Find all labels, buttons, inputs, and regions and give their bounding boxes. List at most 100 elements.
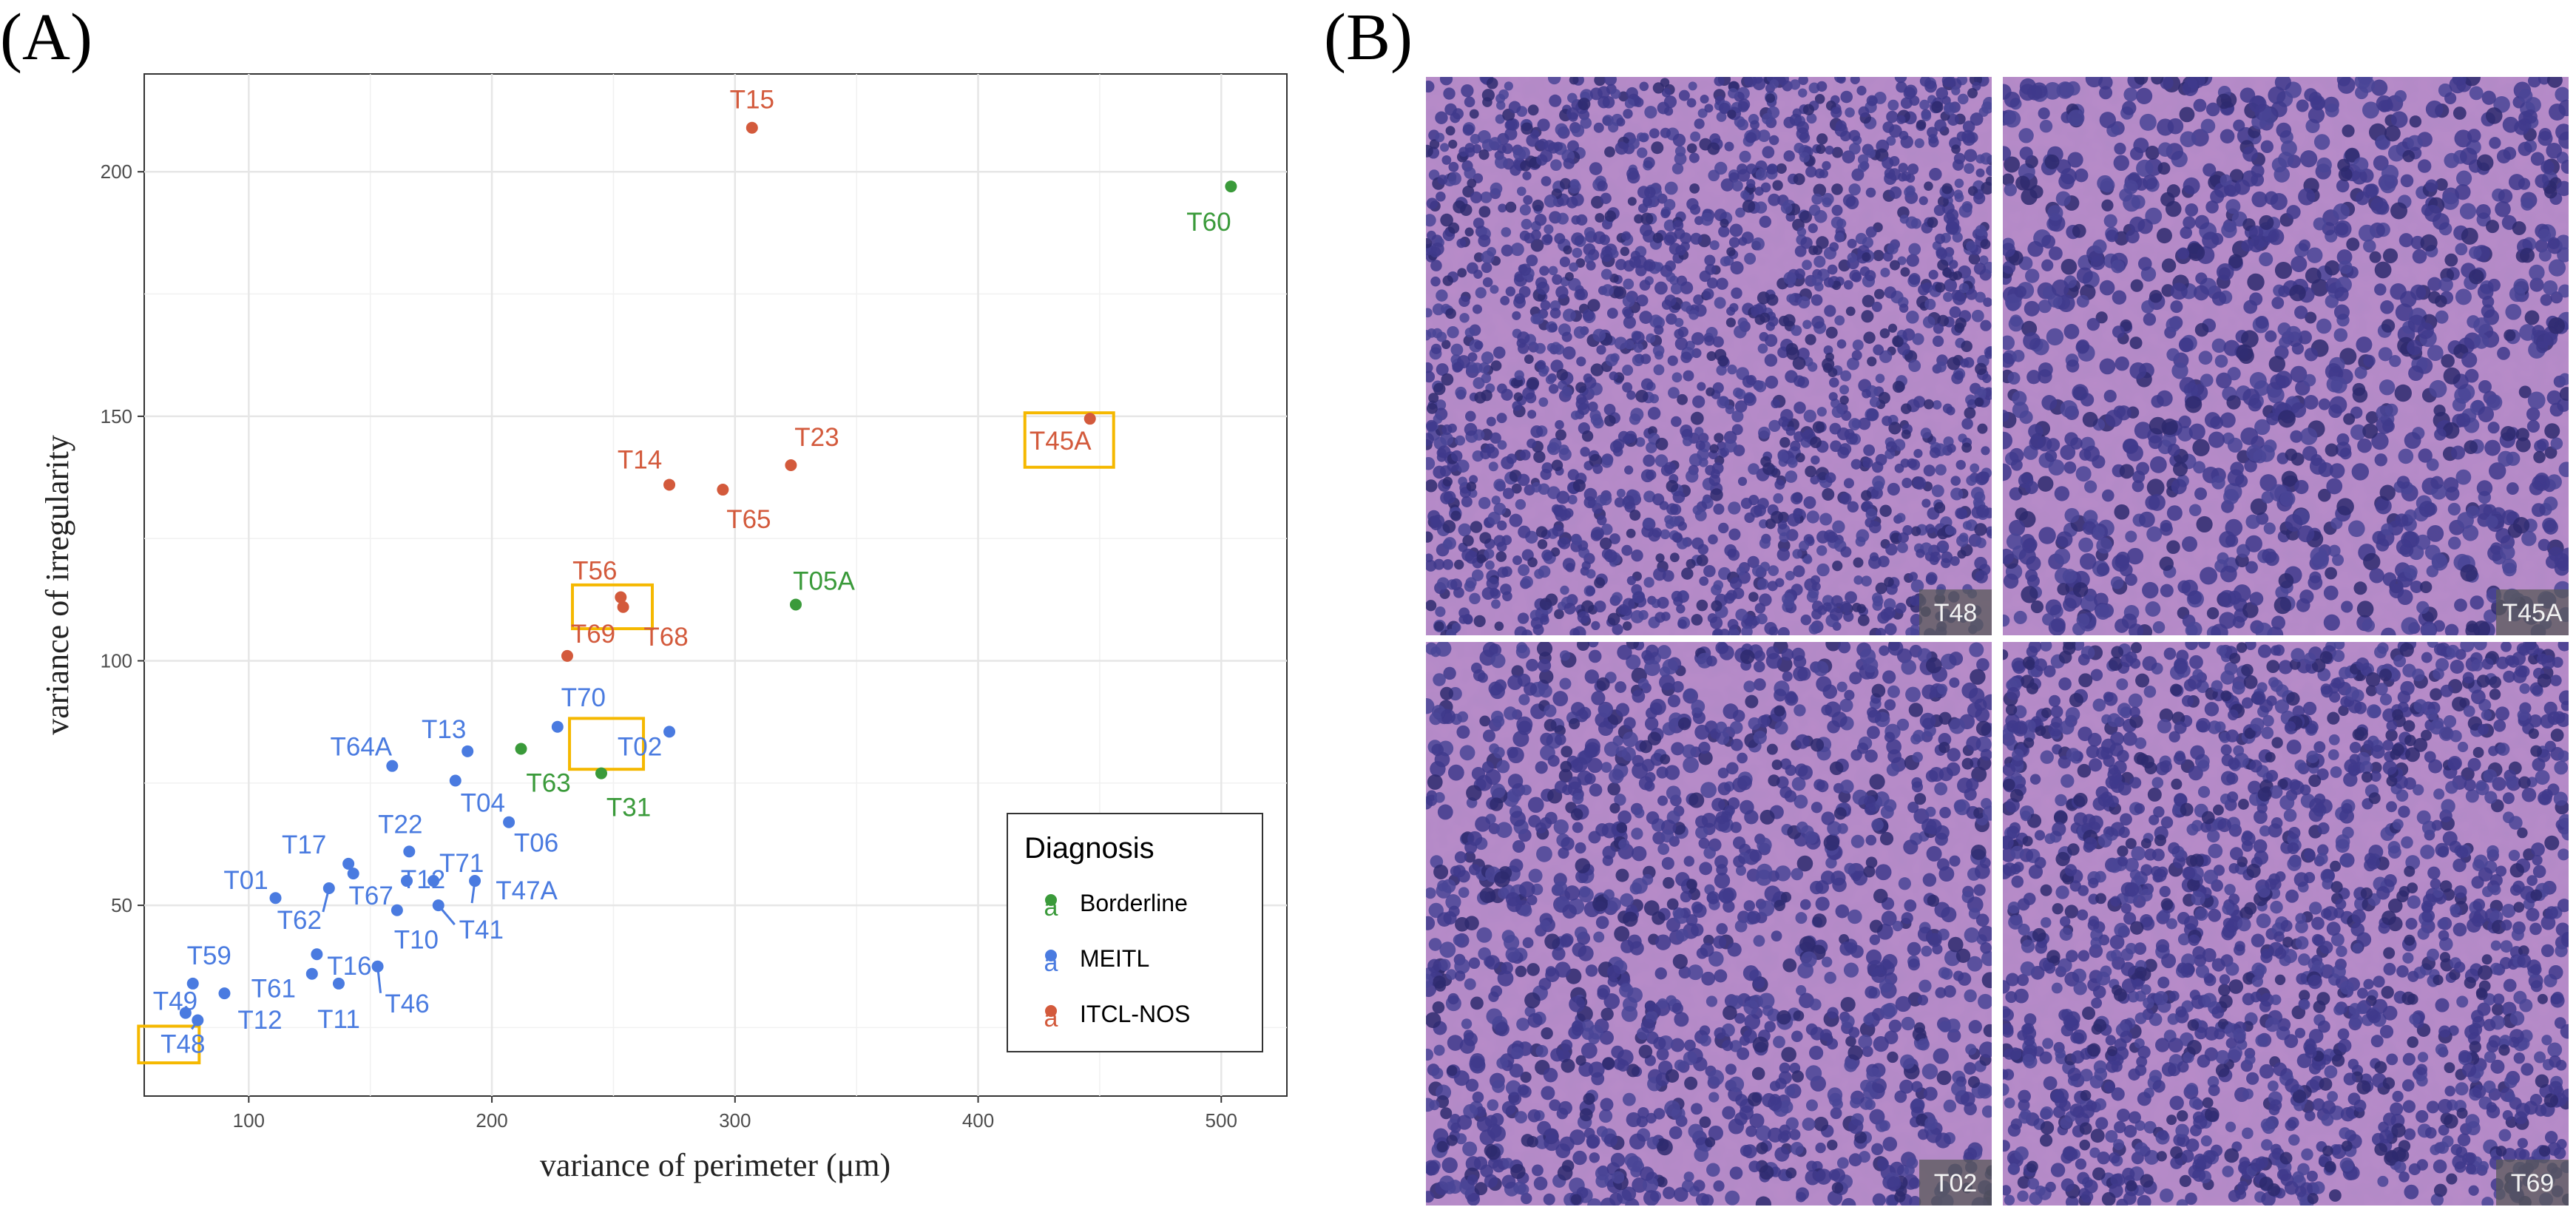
leader-line xyxy=(191,1019,199,1030)
leader-line xyxy=(376,966,382,993)
data-point xyxy=(386,760,399,772)
data-point xyxy=(449,774,462,787)
x-tick-label: 400 xyxy=(962,1109,994,1132)
point-label: T45A xyxy=(1030,427,1092,456)
nuclei xyxy=(2003,77,2569,635)
nuclei xyxy=(2003,642,2569,1206)
point-label: T12 xyxy=(401,865,445,894)
x-axis-ticks: 100 200 300 400 500 xyxy=(233,1096,1237,1132)
data-point xyxy=(785,459,797,471)
micrograph-label: T02 xyxy=(1934,1169,1978,1197)
point-label: T68 xyxy=(643,623,688,652)
data-point xyxy=(1225,180,1237,193)
point-label: T10 xyxy=(394,926,439,955)
data-point xyxy=(347,868,359,880)
data-point xyxy=(503,816,515,828)
point-label: T02 xyxy=(618,732,662,761)
data-point xyxy=(561,649,573,662)
point-label: T23 xyxy=(794,423,839,452)
legend-key-glyph: a xyxy=(1044,893,1058,922)
highlight-box xyxy=(570,583,654,631)
point-label: T65 xyxy=(726,505,771,534)
point-labels: T15 T60 T45A T23 T14 T65 T56 T68 T05A T69 T70 T02 T6… xyxy=(153,86,1231,1059)
legend-label: Borderline xyxy=(1080,890,1188,916)
micrograph-t69: T69 xyxy=(2003,642,2569,1206)
point-label: T22 xyxy=(378,810,422,839)
data-point xyxy=(663,479,676,491)
point-label: T62 xyxy=(277,906,322,935)
data-point xyxy=(789,598,802,611)
point-label: T06 xyxy=(514,829,558,858)
point-label: T59 xyxy=(187,941,231,970)
legend-key-glyph: a xyxy=(1044,949,1058,977)
x-tick-label: 300 xyxy=(719,1109,751,1132)
data-point xyxy=(311,948,323,961)
y-tick-label: 100 xyxy=(101,649,132,672)
legend-key-dot xyxy=(1045,894,1057,906)
scatter-plot: 100 200 300 400 500 50 100 150 200 T15 T60 T45A T2… xyxy=(39,73,1288,1183)
nuclei xyxy=(1426,77,1992,635)
leader-line xyxy=(437,905,456,926)
point-label: T05A xyxy=(793,567,855,595)
nuclei xyxy=(1426,642,1992,1206)
tile-label-box xyxy=(2496,589,2569,635)
point-label: T16 xyxy=(327,952,371,981)
data-point xyxy=(403,845,416,858)
minor-gridlines xyxy=(144,74,1287,1096)
x-axis-title: variance of perimeter (μm) xyxy=(540,1147,890,1183)
point-label: T11 xyxy=(317,1005,360,1034)
tile-label-box xyxy=(1919,1160,1992,1206)
leader-line xyxy=(322,887,331,913)
highlight-box xyxy=(137,1024,201,1065)
data-points xyxy=(179,121,1237,1027)
point-label: T15 xyxy=(730,86,774,115)
data-point xyxy=(717,484,729,496)
point-label: T64A xyxy=(330,733,392,762)
point-label: T31 xyxy=(606,794,651,822)
micrograph-t45a: T45A xyxy=(2003,77,2569,635)
data-point xyxy=(1084,413,1096,425)
y-tick-label: 150 xyxy=(101,405,132,427)
data-point xyxy=(342,857,355,870)
data-point xyxy=(617,601,629,613)
x-tick-label: 200 xyxy=(476,1109,507,1132)
legend-entries: a Borderline a MEITL a ITCL-NOS xyxy=(1044,890,1191,1032)
point-label: T04 xyxy=(461,788,505,817)
point-label: T01 xyxy=(223,866,268,895)
point-label: T70 xyxy=(561,683,606,712)
data-point xyxy=(595,767,607,780)
point-label: T47A xyxy=(496,876,558,905)
point-label: T63 xyxy=(526,769,570,798)
point-label: T12 xyxy=(237,1006,282,1035)
highlight-box xyxy=(568,717,646,771)
y-axis-ticks: 50 100 150 200 xyxy=(101,160,144,916)
legend-label: ITCL-NOS xyxy=(1080,1001,1190,1027)
micrograph-t02: T02 xyxy=(1426,642,1992,1206)
point-label: T71 xyxy=(439,849,484,878)
y-axis-title: variance of irregularity xyxy=(39,435,75,735)
leader-line xyxy=(470,880,476,904)
tile-label-box xyxy=(2496,1160,2569,1206)
data-point xyxy=(179,1007,192,1019)
x-tick-label: 100 xyxy=(233,1109,265,1132)
micrograph-label: T48 xyxy=(1934,599,1978,627)
y-tick-label: 50 xyxy=(111,894,132,916)
micrograph-label: T45A xyxy=(2502,599,2563,627)
point-label: T17 xyxy=(282,831,326,859)
point-label: T67 xyxy=(349,882,393,910)
panel-label-b: (B) xyxy=(1324,1,1413,74)
point-label: T13 xyxy=(422,715,466,744)
data-point xyxy=(269,892,282,905)
y-tick-label: 200 xyxy=(101,160,132,183)
point-label: T48 xyxy=(160,1030,205,1059)
point-label: T14 xyxy=(618,445,662,474)
legend-key-dot xyxy=(1045,1005,1057,1017)
point-label: T69 xyxy=(571,620,615,649)
data-point xyxy=(218,987,231,1000)
data-point xyxy=(551,720,564,733)
highlight-box xyxy=(1023,411,1115,469)
data-point xyxy=(391,904,403,916)
legend-key-dot xyxy=(1045,950,1057,961)
data-point xyxy=(332,977,345,990)
